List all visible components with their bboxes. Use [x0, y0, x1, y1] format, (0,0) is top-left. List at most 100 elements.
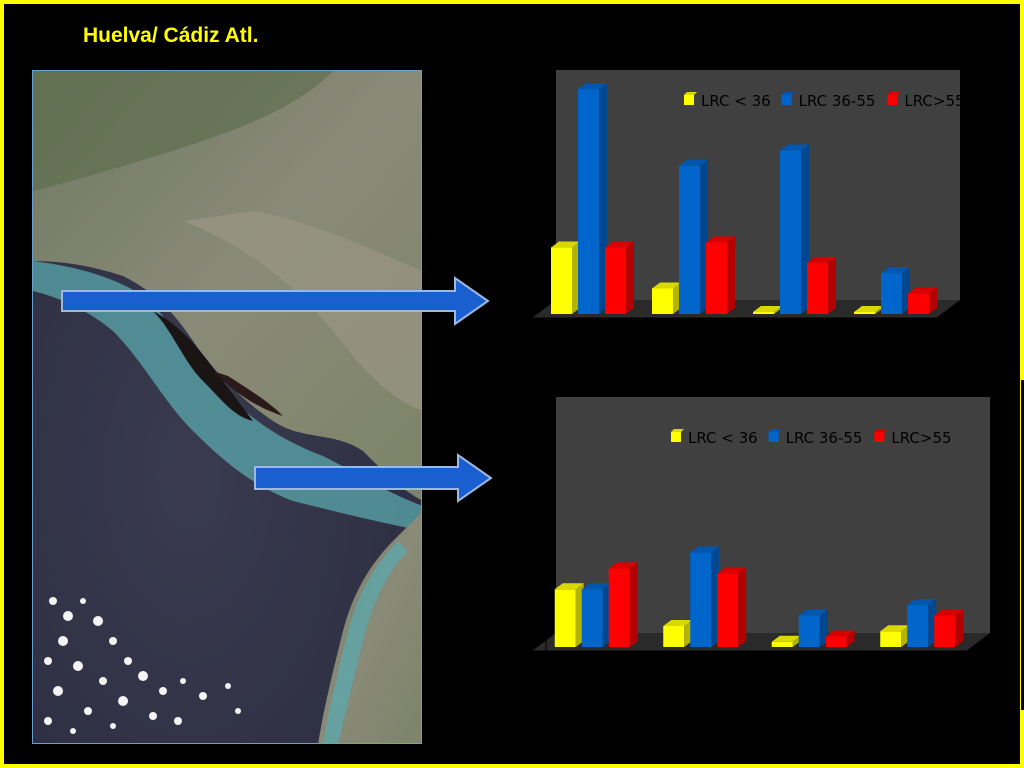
top-stat-value-3: 62,3 — [880, 47, 916, 67]
bar-front — [581, 589, 603, 647]
bar-side — [629, 562, 638, 647]
legend-swatch — [684, 95, 694, 105]
bar-top — [690, 546, 720, 553]
bar-lrc-36-55-3 — [881, 267, 910, 314]
legend-swatch — [671, 432, 681, 442]
top-stat-value-2: 45,9 — [770, 47, 806, 67]
bar-top — [825, 630, 855, 637]
bar-side — [738, 567, 747, 647]
bar-front — [807, 262, 828, 314]
legend-swatch-top — [671, 429, 684, 432]
bar-front — [771, 641, 793, 647]
bar-front — [854, 312, 875, 314]
bar-top — [554, 583, 584, 590]
bar-lrc-55-3 — [934, 609, 964, 647]
bar-lrc-36-3 — [880, 625, 910, 647]
x-category-label: Otoño — [770, 334, 816, 352]
bar-top — [798, 609, 828, 616]
bar-lrc-55-3 — [908, 287, 937, 314]
bar-lrc-55-2 — [807, 256, 836, 314]
bar-top — [581, 583, 611, 590]
bar-top — [881, 267, 910, 274]
bar-front — [717, 573, 739, 647]
bar-front — [554, 589, 576, 647]
bar-front — [908, 293, 929, 314]
bar-side — [929, 287, 937, 314]
bar-top — [551, 241, 580, 248]
y-tick-label: 0 — [509, 311, 518, 327]
y-tick-label: 40 — [500, 107, 518, 123]
y-tick-label: 35 — [514, 460, 532, 476]
bar-lrc-55-2 — [825, 630, 855, 647]
y-tick-label: 45 — [500, 81, 518, 97]
y-tick-label: 10 — [514, 592, 532, 608]
bar-top — [652, 282, 681, 289]
bar-lrc-36-1 — [663, 620, 693, 647]
x-category-label: Invierno — [889, 667, 950, 685]
y-tick-label: 25 — [500, 183, 518, 199]
y-tick-label: 15 — [514, 565, 532, 581]
y-tick-label: 20 — [500, 209, 518, 225]
bar-top — [663, 620, 693, 627]
bottom-stat-value-3: 67,6 — [918, 735, 954, 755]
x-category-label: Otoño — [788, 667, 834, 685]
bar-top — [753, 306, 782, 312]
bar-front — [825, 636, 847, 647]
bar-front — [679, 165, 700, 314]
bar-lrc-55-0 — [608, 562, 638, 647]
arrow-to-top-chart — [61, 276, 490, 326]
satellite-map-image — [33, 71, 421, 743]
legend-label: LRC < 36 — [688, 429, 758, 447]
bottom-stat-row-label: Media — [559, 735, 611, 755]
top-stat-header-2: LRC 36-55 — [744, 21, 833, 41]
bar-top — [706, 236, 735, 243]
legend-swatch — [874, 432, 885, 442]
bar-front — [663, 626, 685, 647]
bar-lrc-36-55-1 — [679, 159, 708, 314]
arrow-to-bottom-chart — [254, 453, 493, 503]
legend-swatch-top — [781, 92, 795, 95]
bar-top — [771, 635, 801, 642]
bar-lrc-36-0 — [554, 583, 584, 647]
bar-top — [780, 144, 809, 151]
y-tick-label: 25 — [514, 513, 532, 529]
bar-side — [828, 256, 836, 314]
bar-lrc-36-55-3 — [907, 599, 937, 647]
bar-top — [854, 306, 883, 312]
bar-lrc-36-0 — [551, 241, 580, 314]
bar-front — [780, 150, 801, 314]
bar-top — [578, 83, 607, 90]
bar-front — [706, 242, 727, 314]
bar-front — [880, 631, 902, 647]
bar-top — [934, 609, 964, 616]
y-tick-label: 30 — [500, 158, 518, 174]
y-tick-label: 10 — [500, 260, 518, 276]
bottom-stat-value-1: 24,2 — [683, 735, 719, 755]
bar-front — [605, 247, 626, 314]
bar-lrc-55-0 — [605, 241, 634, 314]
bar-lrc-55-1 — [706, 236, 735, 314]
x-category-label: Invierno — [863, 334, 924, 352]
x-category-label: Primavera — [556, 667, 632, 685]
legend-swatch-top — [768, 429, 782, 432]
y-tick-label: 30 — [514, 487, 532, 503]
legend-swatch — [887, 95, 898, 105]
y-tick-label: 5 — [523, 618, 532, 634]
bar-side — [955, 609, 964, 647]
y-tick-label: 35 — [500, 132, 518, 148]
top-stat-header-1: LRC < 36 — [635, 21, 713, 41]
bar-top — [880, 625, 910, 632]
bar-front — [578, 89, 599, 314]
bar-top — [807, 256, 836, 263]
legend-swatch-top — [684, 92, 697, 95]
bar-front — [753, 312, 774, 314]
legend-label: LRC < 36 — [701, 92, 771, 110]
bar-lrc-36-55-2 — [798, 609, 828, 647]
bar-side — [846, 630, 855, 647]
legend-swatch — [781, 95, 792, 105]
legend-label: LRC>55 — [904, 92, 964, 110]
bar-lrc-36-55-1 — [690, 546, 720, 647]
x-category-label: Verano — [665, 334, 717, 352]
bar-top — [608, 562, 638, 569]
